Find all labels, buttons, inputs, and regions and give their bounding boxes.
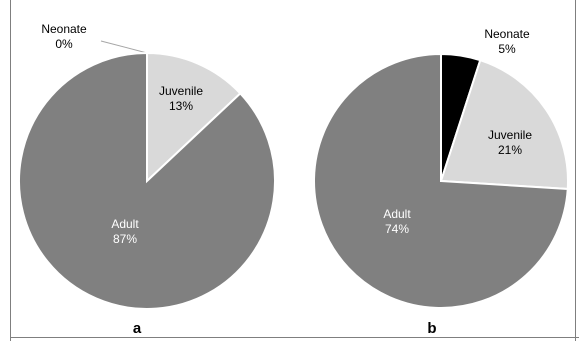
slice-label-adult: Adult xyxy=(383,207,411,221)
slice-label-juvenile: Juvenile xyxy=(159,84,203,98)
slice-label-neonate: Neonate xyxy=(41,22,87,36)
pie-slice-juvenile xyxy=(439,58,569,191)
pie-slice-juvenile xyxy=(146,51,242,184)
panel-label-a: a xyxy=(133,320,142,337)
slice-value-adult: 74% xyxy=(385,222,409,236)
slice-value-neonate: 0% xyxy=(55,37,73,51)
figure-frame xyxy=(10,0,579,341)
pie-slice-adult xyxy=(313,52,569,309)
pie-slice-adult xyxy=(18,51,276,310)
slice-value-juvenile: 21% xyxy=(498,143,522,157)
slice-label-adult: Adult xyxy=(111,217,139,231)
slice-label-neonate: Neonate xyxy=(484,27,530,41)
slice-value-neonate: 5% xyxy=(498,42,516,56)
slice-label-juvenile: Juvenile xyxy=(488,128,532,142)
slice-value-adult: 87% xyxy=(113,232,137,246)
slice-value-juvenile: 13% xyxy=(169,99,193,113)
panel-label-b: b xyxy=(427,320,436,337)
leader-line-neonate xyxy=(100,40,148,54)
